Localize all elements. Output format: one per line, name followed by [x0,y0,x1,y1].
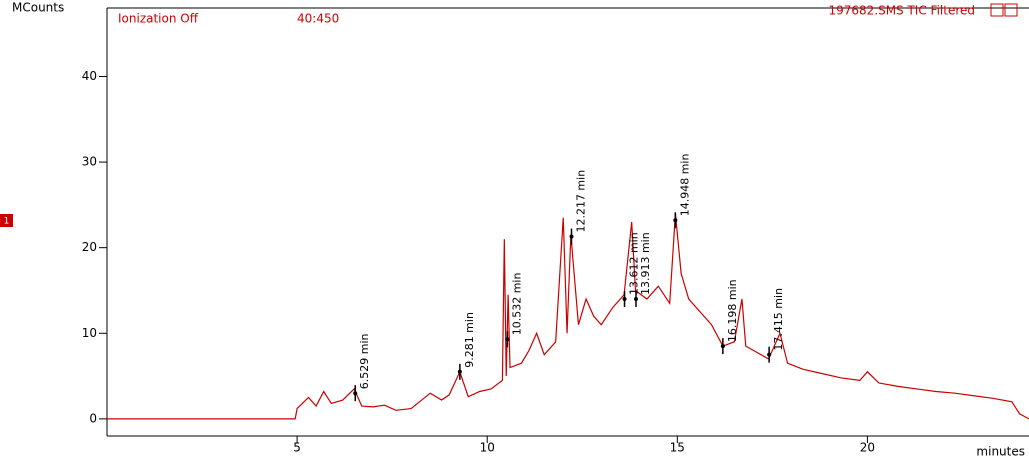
peak-dot [457,369,462,374]
x-tick-label: 20 [860,441,875,455]
x-axis-label: minutes [976,445,1025,459]
peak-dot [505,337,510,342]
y-tick-label: 30 [82,155,97,169]
close-icon[interactable] [1004,3,1018,17]
trace-line [107,213,1029,420]
y-tick-label: 40 [82,69,97,83]
trace-marker-box [0,214,13,227]
x-tick-label: 10 [480,441,495,455]
peak-label: 10.532 min [510,273,523,336]
trace-marker: 1 [4,217,10,227]
peak-dot [353,391,358,396]
peak-dot [633,297,638,302]
peak-label: 13.612 min [628,232,641,295]
peak-label: 16.198 min [726,279,739,342]
peak-label: 13.913 min [639,232,652,295]
status-text: Ionization Off [118,12,199,26]
y-axis-label: MCounts [12,1,64,15]
chart-title: 197682.SMS TIC Filtered [828,4,975,18]
y-tick-label: 10 [82,326,97,340]
x-tick-label: 5 [293,441,301,455]
peak-label: 12.217 min [574,170,587,233]
y-tick-label: 0 [89,411,97,425]
restore-icon[interactable] [990,3,1004,17]
peak-label: 14.948 min [678,154,691,217]
peak-dot [720,344,725,349]
y-tick-label: 20 [82,240,97,254]
peak-dot [767,352,772,357]
peak-dot [673,218,678,223]
range-text: 40:450 [297,12,339,26]
peak-dot [622,297,627,302]
peak-dot [569,234,574,239]
peak-label: 6.529 min [358,333,371,389]
peak-label: 9.281 min [463,312,476,368]
x-tick-label: 15 [670,441,685,455]
peak-label: 17.415 min [772,288,785,351]
